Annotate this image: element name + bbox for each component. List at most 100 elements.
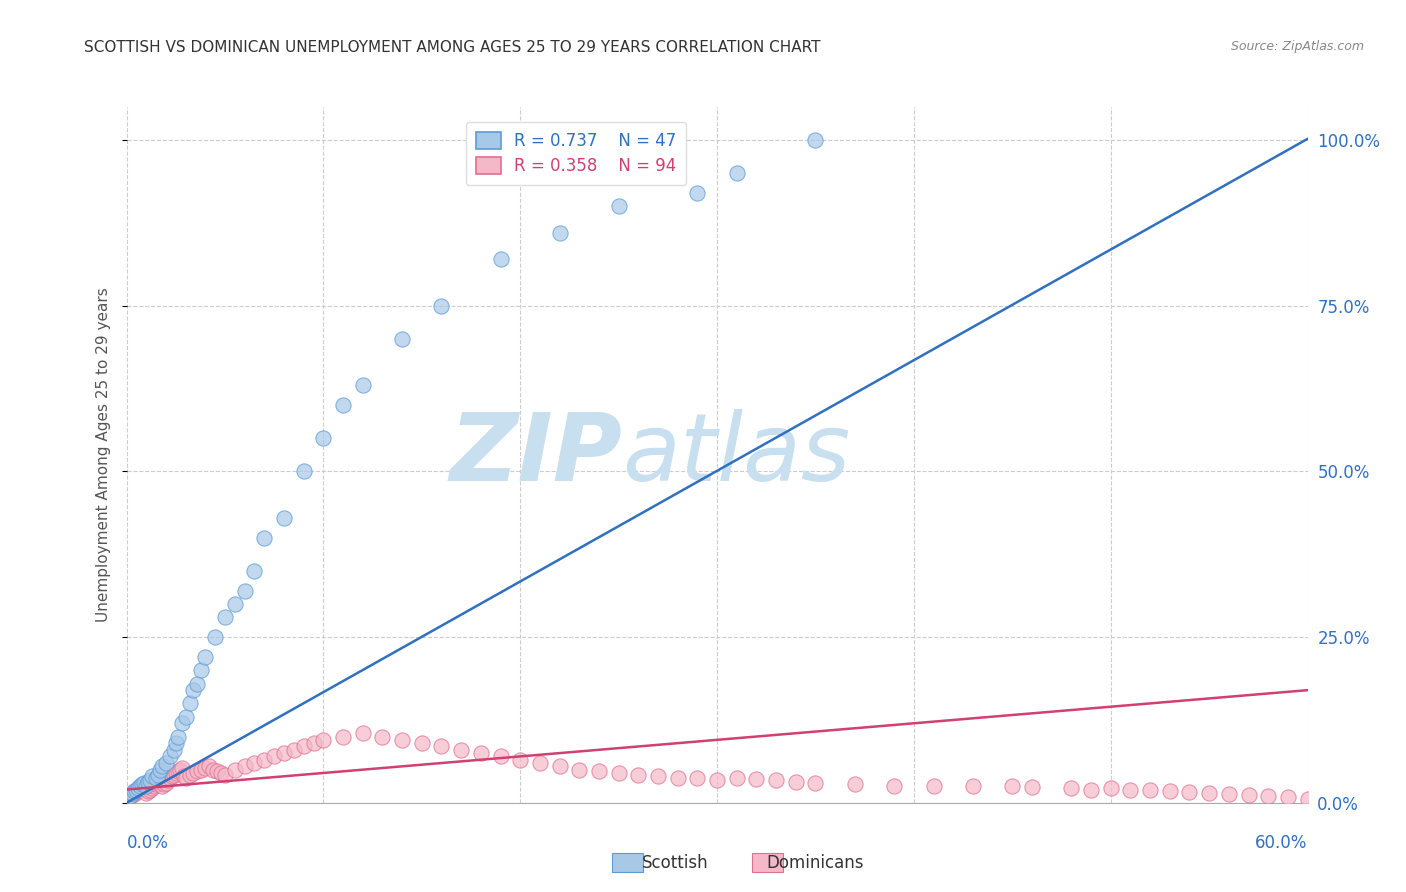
Point [224, 597, 246, 611]
Point [194, 650, 217, 665]
Point [141, 781, 163, 796]
Point [174, 771, 197, 785]
Point [1099, 781, 1122, 796]
Point [1119, 782, 1142, 797]
Point [962, 779, 984, 793]
Text: Scottish: Scottish [641, 855, 709, 872]
Point [430, 299, 453, 313]
Point [125, 785, 148, 799]
Point [292, 465, 315, 479]
Point [804, 133, 827, 147]
Point [135, 779, 157, 793]
Text: 0.0%: 0.0% [127, 834, 169, 852]
Point [283, 743, 305, 757]
Point [588, 764, 610, 778]
Point [153, 777, 176, 791]
Point [263, 749, 285, 764]
Y-axis label: Unemployment Among Ages 25 to 29 years: Unemployment Among Ages 25 to 29 years [96, 287, 111, 623]
Point [125, 784, 148, 798]
Point [165, 766, 187, 780]
Point [1198, 786, 1220, 800]
Point [145, 771, 167, 785]
Point [273, 511, 295, 525]
Point [149, 763, 172, 777]
Point [607, 199, 630, 213]
Point [302, 736, 325, 750]
Point [253, 753, 276, 767]
Point [785, 774, 807, 789]
Point [146, 776, 169, 790]
Point [190, 663, 212, 677]
Point [470, 746, 492, 760]
Point [1060, 781, 1083, 796]
Point [804, 776, 827, 790]
Point [127, 781, 149, 796]
Point [883, 779, 905, 793]
Point [159, 771, 181, 785]
Point [173, 769, 195, 783]
Point [253, 531, 276, 545]
Point [922, 779, 945, 793]
Point [186, 676, 208, 690]
Point [198, 759, 221, 773]
Point [170, 761, 193, 775]
Point [141, 769, 163, 783]
Point [129, 779, 152, 793]
Point [136, 774, 159, 789]
Point [146, 768, 169, 782]
Point [124, 784, 146, 798]
Point [166, 730, 188, 744]
Point [1139, 782, 1161, 797]
Point [179, 697, 201, 711]
Point [489, 252, 512, 267]
Point [1080, 782, 1102, 797]
Point [202, 763, 225, 777]
Point [163, 743, 186, 757]
Point [233, 759, 256, 773]
Point [1021, 780, 1043, 794]
Point [186, 764, 208, 778]
Point [165, 736, 187, 750]
Point [155, 756, 177, 770]
Point [139, 772, 162, 787]
Point [150, 779, 173, 793]
Point [568, 763, 591, 777]
Point [391, 332, 413, 346]
Point [430, 739, 453, 754]
Point [124, 787, 146, 801]
Point [371, 730, 394, 744]
Point [160, 769, 183, 783]
Point [190, 763, 212, 777]
Text: SCOTTISH VS DOMINICAN UNEMPLOYMENT AMONG AGES 25 TO 29 YEARS CORRELATION CHART: SCOTTISH VS DOMINICAN UNEMPLOYMENT AMONG… [84, 40, 821, 55]
Text: atlas: atlas [623, 409, 851, 500]
Point [745, 772, 768, 786]
Point [765, 773, 787, 788]
Point [214, 610, 236, 624]
Point [1296, 792, 1319, 806]
Point [145, 777, 167, 791]
Point [332, 730, 354, 744]
Point [129, 781, 152, 796]
Point [183, 683, 205, 698]
Point [214, 768, 236, 782]
Point [131, 780, 153, 794]
Point [163, 768, 186, 782]
Point [205, 764, 228, 778]
Point [312, 431, 335, 445]
Point [136, 784, 159, 798]
Point [548, 759, 571, 773]
Point [209, 766, 232, 780]
Point [725, 771, 748, 785]
FancyBboxPatch shape [752, 853, 783, 872]
Point [149, 774, 172, 789]
Point [127, 782, 149, 797]
Point [647, 769, 669, 783]
Point [411, 736, 433, 750]
Point [686, 771, 709, 785]
Point [1218, 787, 1240, 801]
Point [1159, 784, 1181, 798]
Point [1237, 788, 1260, 802]
Point [607, 766, 630, 780]
Point [121, 786, 143, 800]
Text: Source: ZipAtlas.com: Source: ZipAtlas.com [1230, 40, 1364, 54]
